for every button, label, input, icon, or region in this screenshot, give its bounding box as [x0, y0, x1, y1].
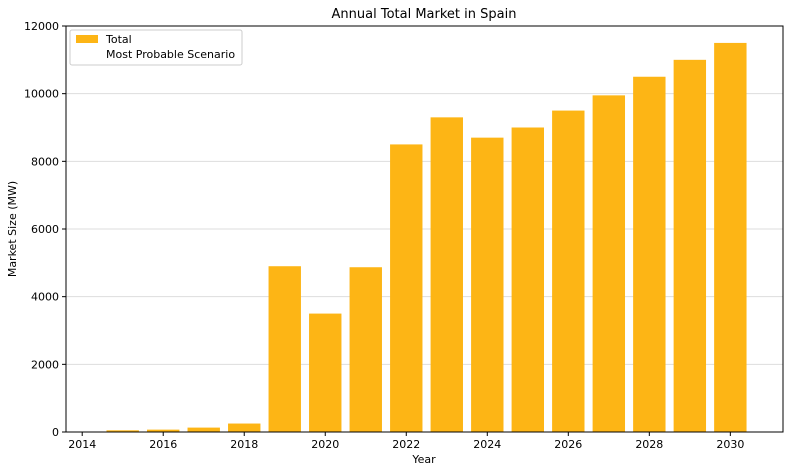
y-axis-ticks: 0 2000 4000 6000 8000 10000 12000 [24, 20, 66, 439]
y-axis-label: Market Size (MW) [6, 181, 19, 277]
x-tick-label: 2030 [716, 438, 744, 451]
bar-2027 [592, 95, 626, 432]
x-tick-label: 2016 [149, 438, 177, 451]
y-tick-label: 2000 [31, 358, 59, 371]
bar-2017 [187, 427, 220, 432]
bar-2023 [430, 117, 463, 432]
y-tick-label: 12000 [24, 20, 59, 33]
y-tick-label: 10000 [24, 88, 59, 101]
x-axis-ticks: 2014 2016 2018 2020 2022 2024 2026 2028 2030 [68, 432, 744, 451]
bar-2028 [633, 76, 666, 432]
bar-2019 [268, 266, 301, 432]
legend: Total Most Probable Scenario [69, 29, 243, 66]
bar-2029 [673, 59, 707, 432]
bar-2026 [552, 110, 585, 432]
x-tick-label: 2020 [311, 438, 339, 451]
x-tick-label: 2028 [635, 438, 663, 451]
bar-2021 [349, 267, 382, 432]
legend-box [69, 29, 243, 66]
bar-2015 [106, 430, 139, 432]
legend-swatch-total [76, 35, 98, 43]
y-tick-label: 6000 [31, 223, 59, 236]
y-tick-label: 0 [52, 426, 59, 439]
x-tick-label: 2014 [68, 438, 96, 451]
x-tick-label: 2022 [392, 438, 420, 451]
legend-label-most-probable-scenario: Most Probable Scenario [106, 48, 235, 61]
bar-2018 [228, 423, 261, 432]
x-tick-label: 2024 [473, 438, 501, 451]
bars [106, 42, 747, 433]
bar-2016 [147, 429, 180, 432]
bar-2022 [390, 144, 423, 432]
x-tick-label: 2026 [554, 438, 582, 451]
x-axis-label: Year [411, 453, 436, 466]
legend-label-total: Total [105, 33, 132, 46]
x-tick-label: 2018 [230, 438, 258, 451]
bar-2024 [471, 137, 504, 432]
bar-2025 [511, 127, 544, 432]
chart-title: Annual Total Market in Spain [332, 7, 517, 22]
bar-2020 [309, 313, 342, 432]
y-tick-label: 8000 [31, 155, 59, 168]
y-tick-label: 4000 [31, 291, 59, 304]
bar-2030 [714, 42, 747, 433]
